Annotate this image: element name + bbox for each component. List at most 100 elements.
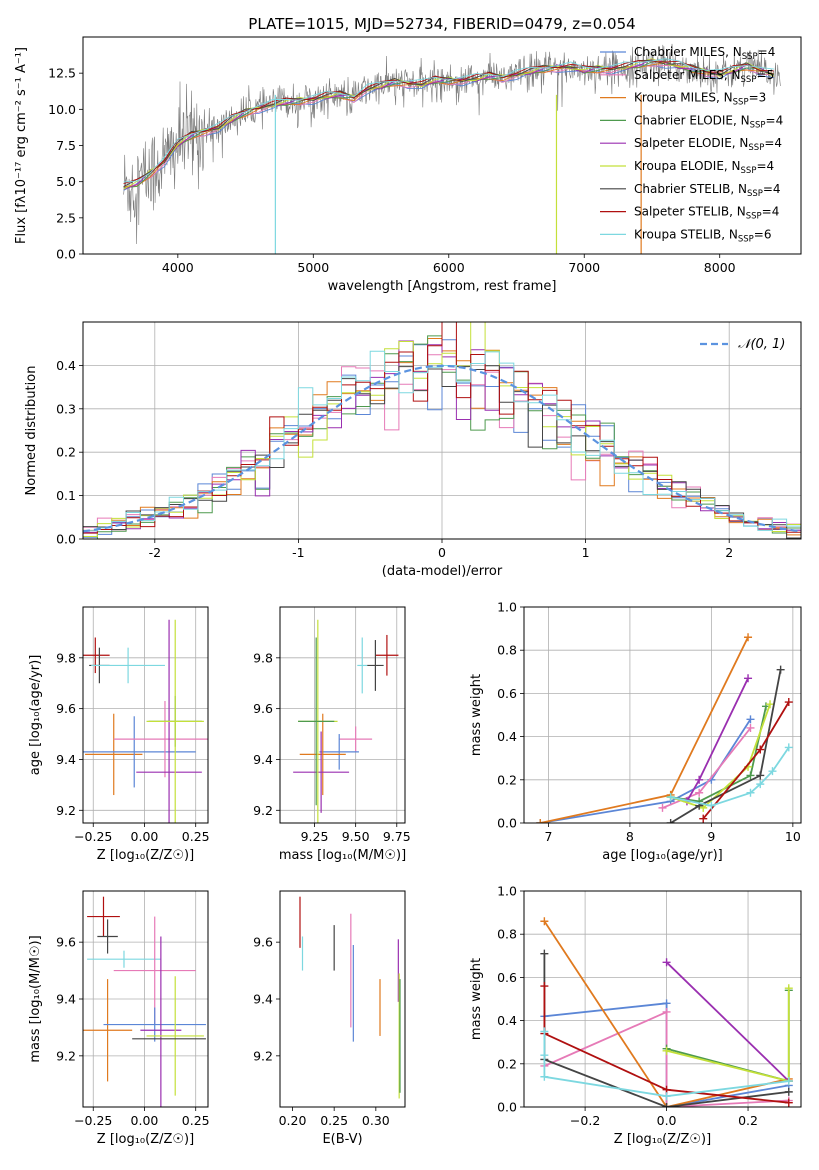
y-tick-label: 2.5	[56, 210, 76, 225]
weight-marker-kroupa_elodie	[699, 803, 708, 812]
x-tick-label: 8000	[704, 260, 736, 275]
y-tick-label: 9.8	[56, 650, 76, 665]
y-tick-label: 0.4	[56, 358, 76, 373]
model-spectrum-chabrier_stelib	[123, 59, 774, 188]
y-tick-label: 0.2	[497, 1056, 517, 1071]
weight-marker-chabrier_stelib	[776, 665, 785, 674]
legend-label: Salpeter STELIB, N	[634, 205, 746, 219]
plot-area-weight_vs_age	[536, 633, 793, 823]
weight-marker-kroupa_miles	[744, 633, 753, 642]
y-axis-label: mass weight	[469, 958, 484, 1040]
axes-frame	[82, 321, 802, 540]
weight-line-kroupa_elodie	[666, 988, 790, 1083]
y-tick-label: 9.6	[56, 701, 76, 716]
x-tick-label: 9.25	[301, 829, 329, 844]
weight-marker-salpeter_stelib	[784, 698, 793, 707]
x-tick-label: 9	[707, 829, 715, 844]
y-tick-label: 9.6	[253, 701, 273, 716]
legend-entry: Kroupa ELODIE, NSSP=4	[634, 159, 774, 176]
histogram-chabrier_stelib	[83, 365, 801, 539]
panel-spectrum: 4000 5000 6000 7000 8000 0.0 2.5 5.0 7.5 10.0 12.5…	[14, 15, 802, 294]
weight-marker-salpeter_stelib	[784, 1098, 793, 1107]
legend-tail: =4	[756, 159, 774, 173]
normal-curve	[83, 364, 801, 533]
weight-marker-kroupa_stelib	[768, 767, 777, 776]
x-tick-label: −0.25	[74, 829, 112, 844]
weight-line-salpeter_miles	[544, 1010, 789, 1107]
weight-marker-salpeter_stelib	[756, 745, 765, 754]
x-axis-label: Z [log₁₀(Z/Z☉)]	[97, 1132, 194, 1147]
y-tick-label: 9.4	[253, 992, 273, 1007]
legend-sub: SSP	[733, 98, 749, 108]
x-tick-label: 0.2	[738, 1113, 758, 1128]
y-tick-label: 7.5	[56, 138, 76, 153]
legend-sub: SSP	[748, 143, 764, 153]
weight-marker-kroupa_stelib	[746, 788, 755, 797]
weight-marker-chabrier_stelib	[662, 1103, 671, 1107]
weight-marker-chabrier_stelib	[666, 819, 675, 823]
legend-sub: SSP	[741, 166, 757, 176]
x-tick-label: 9.50	[342, 829, 370, 844]
y-tick-label: 0.1	[56, 488, 76, 503]
x-tick-label: 9.75	[383, 829, 411, 844]
x-tick-label: −0.25	[74, 1113, 112, 1128]
legend-sub: SSP	[738, 234, 754, 244]
x-tick-label: 6000	[433, 260, 465, 275]
panel-age_vs_mass: 9.25 9.50 9.75 9.2 9.4 9.6 9.8 mass [log₁₀(M/M☉…	[253, 606, 411, 863]
legend-label: Kroupa STELIB, N	[634, 227, 738, 241]
y-tick-label: 9.2	[253, 803, 273, 818]
y-axis-label: Flux [fλ10⁻¹⁷ erg cm⁻² s⁻¹ A⁻¹]	[14, 47, 29, 244]
x-tick-label: 0.25	[320, 1113, 348, 1128]
plot-area-age_vs_mass	[293, 619, 399, 823]
weight-marker-kroupa_elodie	[784, 984, 793, 993]
x-axis-label: age [log₁₀(age/yr)]	[602, 848, 723, 863]
y-tick-label: 9.6	[56, 935, 76, 950]
weight-marker-kroupa_stelib	[707, 801, 716, 810]
y-tick-label: 0.2	[497, 772, 517, 787]
legend-entry: Salpeter MILES, NSSP=5	[634, 68, 774, 85]
x-tick-label: 0	[438, 545, 446, 560]
legend-label: Chabrier STELIB, N	[634, 182, 747, 196]
panel-mass_vs_ebv: 0.20 0.25 0.30 9.2 9.4 9.6 E(B-V)	[253, 890, 406, 1147]
y-tick-label: 0.0	[497, 816, 517, 831]
legend-sub: SSP	[742, 52, 758, 62]
panel-weight_vs_Z: −0.2 0.0 0.2 0.0 0.2 0.4 0.6 0.8 1.0 Z [log₁₀(Z/Z…	[469, 884, 802, 1147]
axes-frame	[82, 606, 209, 824]
y-tick-label: 0.6	[497, 970, 517, 985]
x-axis-label: Z [log₁₀(Z/Z☉)]	[614, 1132, 711, 1147]
plot-area-mass_vs_Z	[83, 896, 206, 1107]
y-tick-label: 0.0	[56, 247, 76, 262]
legend-normal-label: 𝒩(0, 1)	[738, 337, 785, 352]
x-tick-label: 1	[582, 545, 590, 560]
weight-line-salpeter_elodie	[686, 677, 749, 802]
panel-mass_vs_Z: −0.25 0.00 0.25 9.2 9.4 9.6 Z [log₁₀(Z/Z☉)] mas…	[28, 890, 210, 1147]
weight-marker-kroupa_stelib	[540, 1051, 549, 1060]
weight-marker-kroupa_stelib	[784, 1077, 793, 1086]
legend-tail: =4	[758, 45, 776, 59]
x-axis-label: mass [log₁₀(M/M☉)]	[279, 848, 406, 863]
y-tick-label: 0.3	[56, 401, 76, 416]
y-tick-label: 0.0	[56, 532, 76, 547]
y-tick-label: 0.8	[497, 927, 517, 942]
legend-sub: SSP	[746, 212, 762, 222]
model-spectrum-kroupa_stelib	[123, 58, 774, 183]
y-tick-label: 9.4	[253, 752, 273, 767]
x-tick-label: -2	[149, 545, 161, 560]
legend-tail: =5	[756, 68, 774, 82]
legend-label: Salpeter MILES, N	[634, 68, 741, 82]
x-tick-label: 0.30	[362, 1113, 390, 1128]
y-tick-label: 1.0	[497, 884, 517, 899]
axes-frame	[523, 606, 802, 824]
plot-area-weight_vs_Z	[540, 917, 793, 1107]
legend-tail: =4	[763, 182, 781, 196]
weight-marker-chabrier_stelib	[540, 949, 549, 958]
weight-marker-kroupa_stelib	[666, 793, 675, 802]
weight-marker-kroupa_stelib	[756, 780, 765, 789]
weight-marker-chabrier_miles	[746, 715, 755, 724]
histogram-salpeter_elodie	[83, 340, 801, 533]
y-tick-label: 9.8	[253, 650, 273, 665]
plot-area-mass_vs_ebv	[299, 896, 401, 1099]
legend-tail: =4	[764, 136, 782, 150]
